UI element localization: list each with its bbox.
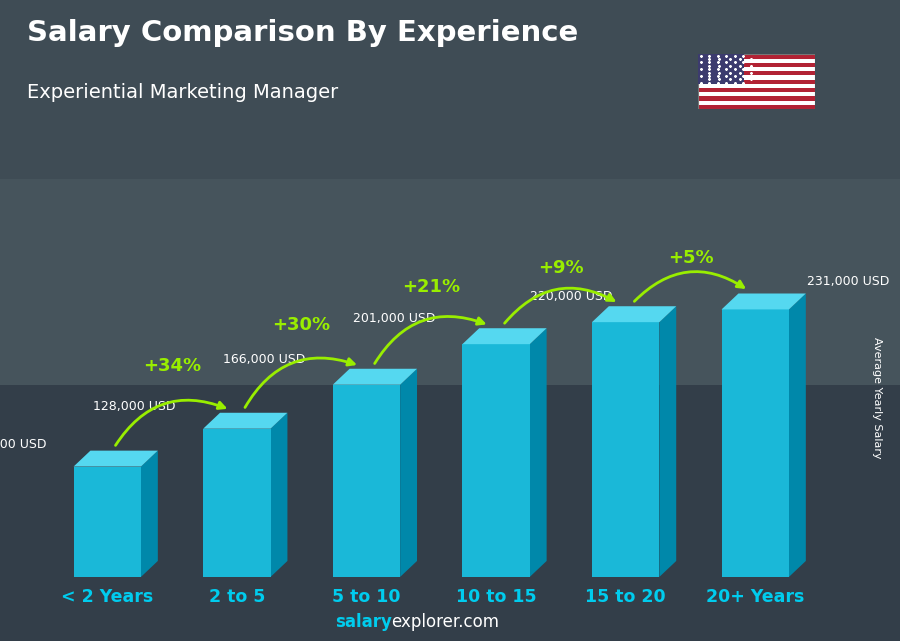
Text: +34%: +34% (143, 357, 201, 375)
Polygon shape (789, 294, 806, 577)
Text: 201,000 USD: 201,000 USD (353, 312, 436, 326)
Polygon shape (74, 451, 158, 467)
Bar (698, 104, 814, 109)
Bar (698, 67, 814, 71)
Bar (698, 92, 814, 96)
Bar (698, 84, 814, 88)
Polygon shape (722, 294, 806, 310)
Bar (698, 88, 814, 92)
Bar (698, 54, 744, 84)
Bar (698, 96, 814, 101)
Bar (463, 344, 530, 577)
Bar (698, 54, 814, 59)
Polygon shape (203, 413, 287, 429)
Bar (722, 310, 789, 577)
Text: Salary Comparison By Experience: Salary Comparison By Experience (27, 19, 578, 47)
Text: salary: salary (335, 613, 392, 631)
Polygon shape (271, 413, 287, 577)
Bar (698, 76, 814, 79)
Text: Average Yearly Salary: Average Yearly Salary (872, 337, 883, 458)
Text: 220,000 USD: 220,000 USD (530, 290, 613, 303)
Text: +21%: +21% (402, 278, 460, 296)
Text: 128,000 USD: 128,000 USD (94, 400, 176, 413)
Polygon shape (333, 369, 417, 385)
Bar (698, 101, 814, 104)
Text: +30%: +30% (273, 316, 330, 334)
Polygon shape (400, 369, 417, 577)
Bar (698, 71, 814, 76)
Text: 166,000 USD: 166,000 USD (223, 353, 306, 366)
Polygon shape (141, 451, 158, 577)
Text: 231,000 USD: 231,000 USD (807, 275, 889, 288)
Bar (592, 322, 660, 577)
Bar (203, 429, 271, 577)
Text: +9%: +9% (538, 259, 584, 278)
Polygon shape (660, 306, 676, 577)
Polygon shape (463, 328, 546, 344)
Text: 95,300 USD: 95,300 USD (0, 438, 47, 451)
Bar (698, 79, 814, 84)
Text: explorer.com: explorer.com (392, 613, 500, 631)
Polygon shape (530, 328, 546, 577)
Bar (698, 59, 814, 63)
Polygon shape (592, 306, 676, 322)
Text: +5%: +5% (668, 249, 714, 267)
Bar (698, 63, 814, 67)
Bar (74, 467, 141, 577)
Text: Experiential Marketing Manager: Experiential Marketing Manager (27, 83, 338, 103)
Bar (333, 385, 400, 577)
